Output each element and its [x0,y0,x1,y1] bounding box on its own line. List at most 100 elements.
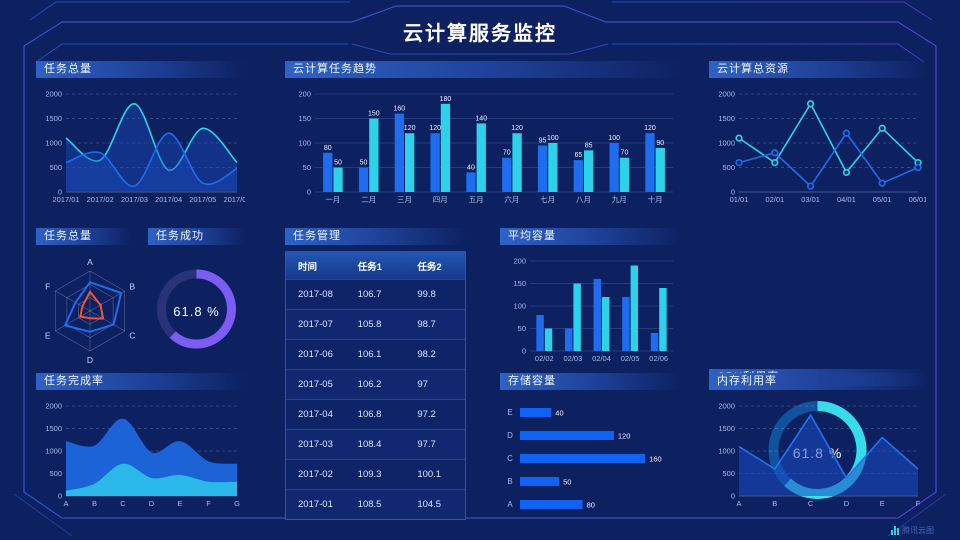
svg-text:1000: 1000 [718,447,735,456]
svg-text:F: F [45,282,50,292]
svg-text:90: 90 [656,140,664,147]
svg-text:八月: 八月 [576,195,591,204]
table-header-cell: 时间 [286,252,346,280]
svg-text:85: 85 [585,142,593,149]
svg-text:200: 200 [513,257,526,266]
svg-text:D: D [87,355,93,365]
svg-text:2017/03: 2017/03 [121,195,148,204]
svg-text:B: B [772,499,777,508]
svg-text:2017/06: 2017/06 [223,195,245,204]
svg-text:六月: 六月 [504,194,519,204]
svg-text:40: 40 [467,164,475,171]
table-cell: 97.7 [405,429,465,460]
storage-hbar-chart: E 40 D 120 C 160 B 50 A 80 [507,408,662,510]
svg-text:150: 150 [513,279,526,288]
table-cell: 2017-08 [286,279,346,310]
svg-text:120: 120 [644,125,656,132]
table-cell: 98.7 [405,309,465,340]
svg-text:150: 150 [368,111,380,118]
svg-text:0: 0 [731,492,735,501]
svg-text:70: 70 [503,150,511,157]
table-cell: 97.2 [405,399,465,430]
table-cell: 109.3 [345,459,406,490]
svg-text:100: 100 [298,139,311,148]
svg-text:2000: 2000 [45,90,62,99]
table-header-cell: 任务1 [345,252,406,280]
svg-text:A: A [87,257,93,267]
svg-text:A: A [63,499,68,508]
svg-text:C: C [507,454,513,463]
svg-text:A: A [507,500,513,509]
svg-text:500: 500 [722,163,735,172]
svg-text:1500: 1500 [718,114,735,123]
task-success-donut [157,269,236,349]
panel-cloud-resources: 云计算总资源 0 500 1000 1500 2000 01/01 02/01 03/01 04… [709,61,926,208]
svg-text:1500: 1500 [45,424,62,433]
watermark-text: 腾讯云图 [902,526,934,535]
panel-title: 任务成功 [148,228,245,245]
panel-memory: 内存利用率 0 500 1000 1500 2000 A B C D E F [709,373,926,512]
panel-task-radar: 任务总量 A B C D E F [36,228,135,371]
panel-task-success: 任务成功 61.8 % [148,228,245,369]
svg-text:0: 0 [307,188,311,197]
svg-text:四月: 四月 [433,195,448,204]
svg-text:120: 120 [618,432,631,441]
svg-text:65: 65 [574,152,582,159]
table-row: 2017-04 106.8 97.2 [286,399,465,430]
table-cell: 108.4 [345,429,406,460]
panel-title: 云计算总资源 [709,61,926,78]
table-cell: 2017-05 [286,369,346,400]
svg-text:C: C [120,499,126,508]
task-radar-chart: A B C D E F [45,257,136,365]
svg-text:05/01: 05/01 [873,195,892,204]
svg-text:G: G [234,499,240,508]
table-row: 2017-01 108.5 104.5 [286,489,465,519]
panel-task-table: 任务管理 时间 任务1 任务2 2017-08 106.7 99.8 2017-07 105.… [285,228,466,520]
panel-title: 任务总量 [36,61,245,78]
panel-avg-capacity: 平均容量 0 50 100 150 200 02/02 02/03 02/04 02/05 02/… [500,228,681,367]
avg-capacity-bar-chart: 0 50 100 150 200 02/02 02/03 02/04 02/05 02/06 [513,257,673,363]
panel-completion: 任务完成率 0 500 1000 1500 2000 A B C D E F G [36,373,245,512]
table-cell: 2017-07 [286,309,346,340]
svg-text:二月: 二月 [361,195,376,204]
panel-task-trend: 云计算任务趋势 0 50 100 150 200 一月 二月 三月 四月 五月 六月 七月 八月 九月 十月… [285,61,681,208]
svg-text:500: 500 [722,469,735,478]
svg-text:0: 0 [522,347,526,356]
memory-area-chart: 0 500 1000 1500 2000 A B C D E F [718,402,920,509]
svg-text:D: D [844,499,850,508]
svg-text:100: 100 [513,302,526,311]
svg-text:2000: 2000 [718,90,735,99]
svg-text:500: 500 [49,163,62,172]
svg-text:九月: 九月 [612,195,627,204]
svg-text:06/01: 06/01 [909,195,926,204]
svg-text:七月: 七月 [540,195,555,204]
svg-text:160: 160 [649,455,662,464]
svg-text:03/01: 03/01 [801,195,820,204]
table-cell: 108.5 [345,489,406,519]
svg-text:50: 50 [303,163,311,172]
svg-text:200: 200 [298,90,311,99]
svg-text:五月: 五月 [469,195,484,204]
cloud-resources-line-chart: 0 500 1000 1500 2000 01/01 02/01 03/01 04/01 05/0… [718,90,926,205]
svg-text:02/04: 02/04 [592,354,611,363]
svg-text:三月: 三月 [397,195,412,204]
panel-title: 任务管理 [285,228,466,245]
svg-text:100: 100 [608,135,620,142]
svg-text:B: B [507,477,512,486]
svg-text:100: 100 [547,135,559,142]
watermark: 腾讯云图 [891,525,934,536]
svg-text:1000: 1000 [45,447,62,456]
task-success-value: 61.8 % [173,304,220,319]
task-total-area-chart: 0 500 1000 1500 2000 2017/01 2017/02 2017/03 201… [45,90,245,205]
svg-text:2017/04: 2017/04 [155,195,182,204]
svg-text:180: 180 [440,96,452,103]
panel-task-total: 任务总量 0 500 1000 1500 2000 2017/01 2017/02 2017/… [36,61,245,208]
svg-text:02/01: 02/01 [765,195,784,204]
table-cell: 106.7 [345,279,406,310]
svg-text:160: 160 [394,106,406,113]
panel-title: 云计算任务趋势 [285,61,681,78]
svg-text:50: 50 [563,478,571,487]
table-cell: 2017-03 [286,429,346,460]
svg-text:1000: 1000 [718,139,735,148]
